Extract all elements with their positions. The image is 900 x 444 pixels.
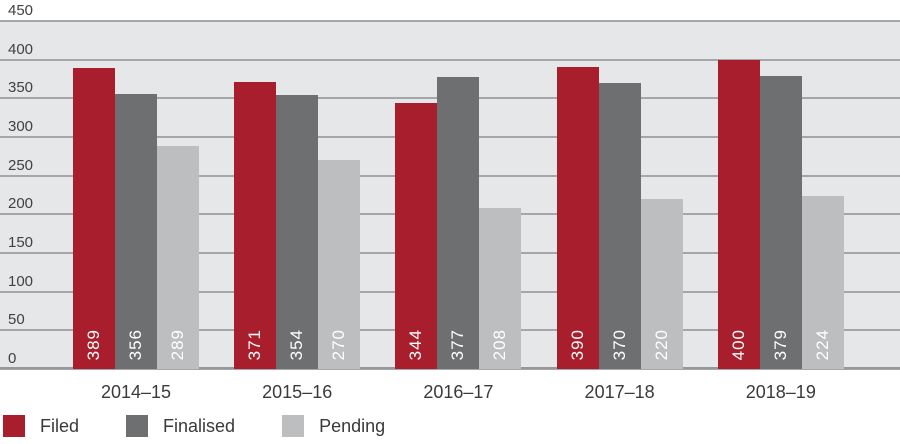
y-axis-tick-label: 0	[8, 350, 17, 367]
bar-value-label: 224	[812, 328, 832, 360]
y-axis-tick-label: 200	[8, 195, 34, 213]
y-axis-tick-label: 400	[8, 40, 34, 58]
bar-value-label: 390	[567, 328, 587, 360]
bar-value-label: 289	[168, 328, 187, 360]
x-axis-label: 2016–17	[423, 382, 494, 402]
gridline	[0, 368, 900, 370]
pending-swatch-icon	[282, 415, 305, 437]
finalised-swatch-icon	[126, 415, 149, 437]
bar-filed-2018-19: 400	[717, 59, 760, 369]
bar-value-label: 371	[245, 328, 265, 360]
bar-value-label: 379	[770, 328, 790, 360]
legend-item-finalised: Finalised	[126, 415, 235, 437]
y-axis-tick-label: 50	[8, 311, 25, 329]
y-axis-tick-label: 150	[8, 234, 34, 251]
bar-value-label: 370	[609, 328, 629, 360]
bar-value-label: 270	[329, 328, 349, 360]
x-axis-label: 2014–15	[100, 382, 172, 402]
y-axis-tick-label: 250	[8, 156, 34, 174]
y-axis-tick-label: 100	[8, 272, 34, 290]
bar-finalised-2015-16: 354	[276, 95, 319, 369]
bar-pending-2018-19: 224	[801, 195, 844, 369]
legend-label-finalised: Finalised	[163, 415, 236, 436]
x-axis-label: 2017–18	[584, 382, 655, 402]
x-axis-label: 2018–19	[745, 382, 816, 402]
bar-filed-2015-16: 371	[234, 82, 277, 369]
legend-label-pending: Pending	[319, 415, 386, 436]
bar-value-label: 356	[126, 328, 145, 360]
x-axis-label: 2015–16	[262, 382, 333, 402]
bar-value-label: 208	[490, 328, 510, 360]
bar-filed-2014-15: 389	[73, 68, 115, 369]
bar-finalised-2018-19: 379	[759, 75, 802, 369]
bar-pending-2015-16: 270	[318, 160, 361, 369]
gridline	[0, 20, 900, 22]
legend-item-pending: Pending	[282, 415, 385, 437]
legend-item-filed: Filed	[3, 415, 79, 437]
bar-finalised-2014-15: 356	[115, 93, 157, 369]
bar-pending-2014-15: 289	[157, 145, 199, 369]
y-axis-tick-label: 300	[8, 118, 34, 135]
bar-value-label: 344	[406, 328, 426, 360]
bar-value-label: 354	[287, 328, 307, 360]
bar-finalised-2017-18: 370	[598, 82, 641, 369]
bar-finalised-2016-17: 377	[437, 77, 480, 369]
plot-area: 389 356 289 371 354 270 344 377 208 390 370 220 400 3…	[0, 20, 900, 370]
legend: Filed Finalised Pending	[3, 415, 432, 437]
y-axis-tick-label: 350	[8, 79, 34, 97]
bar-filed-2016-17: 344	[395, 102, 438, 369]
bar-value-label: 220	[651, 328, 671, 360]
bar-value-label: 400	[728, 328, 748, 360]
bar-value-label: 377	[448, 328, 468, 360]
bar-filed-2017-18: 390	[556, 67, 599, 369]
y-axis-tick-label: 450	[8, 2, 34, 19]
filed-swatch-icon	[3, 415, 25, 437]
gridline	[0, 58, 900, 61]
bar-pending-2017-18: 220	[640, 198, 683, 369]
bar-value-label: 389	[84, 328, 103, 360]
legend-label-filed: Filed	[40, 415, 80, 436]
bar-pending-2016-17: 208	[479, 208, 522, 369]
